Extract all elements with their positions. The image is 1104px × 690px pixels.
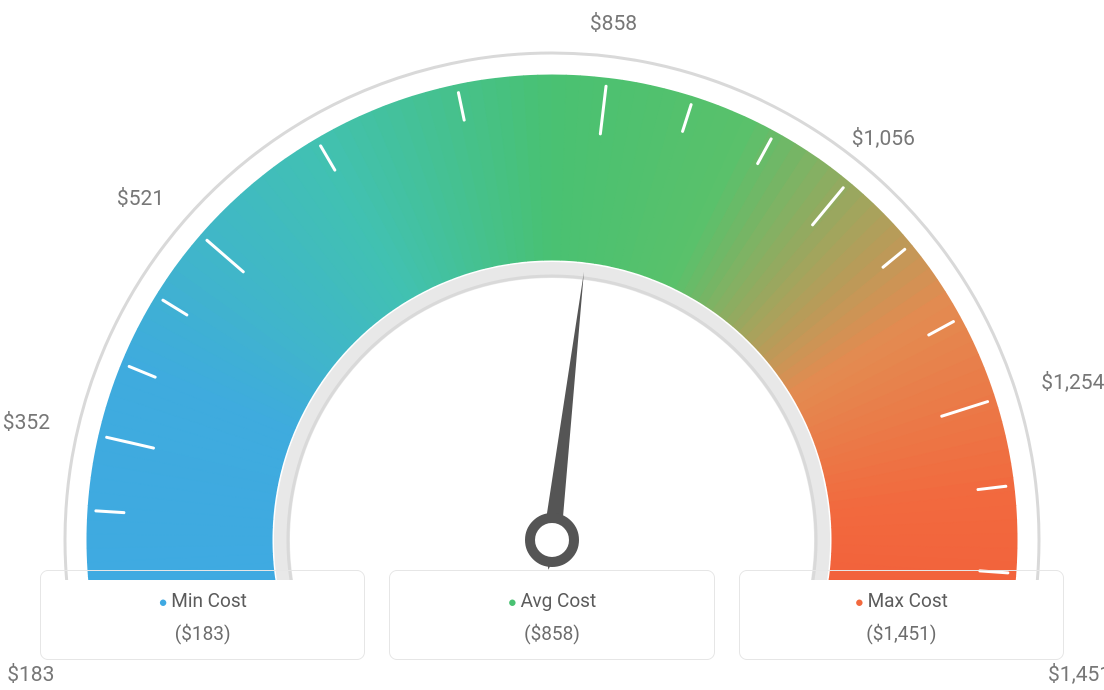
legend-value-min: ($183) xyxy=(51,622,354,645)
legend-box-avg: Avg Cost ($858) xyxy=(389,570,714,660)
cost-gauge-chart: $183 $352 $521 $858 $1,056 $1,254 $1,451 Min C… xyxy=(0,0,1104,690)
legend-value-avg: ($858) xyxy=(400,622,703,645)
gauge-tick-label: $1,451 xyxy=(1048,663,1104,687)
gauge-tick-label: $1,254 xyxy=(1041,371,1104,395)
legend-row: Min Cost ($183) Avg Cost ($858) Max Cost… xyxy=(40,570,1064,660)
gauge-area: $183$352$521$858$1,056$1,254$1,451 xyxy=(0,0,1104,560)
gauge-tick-label: $858 xyxy=(590,12,637,36)
gauge-tick-label: $521 xyxy=(117,187,164,211)
legend-label-avg: Avg Cost xyxy=(400,589,703,612)
gauge-tick-label: $352 xyxy=(3,411,50,435)
legend-value-max: ($1,451) xyxy=(750,622,1053,645)
legend-box-min: Min Cost ($183) xyxy=(40,570,365,660)
gauge-svg xyxy=(0,0,1104,580)
gauge-tick-label: $183 xyxy=(7,663,54,687)
legend-label-min: Min Cost xyxy=(51,589,354,612)
legend-label-max: Max Cost xyxy=(750,589,1053,612)
gauge-tick-label: $1,056 xyxy=(852,127,915,151)
legend-box-max: Max Cost ($1,451) xyxy=(739,570,1064,660)
